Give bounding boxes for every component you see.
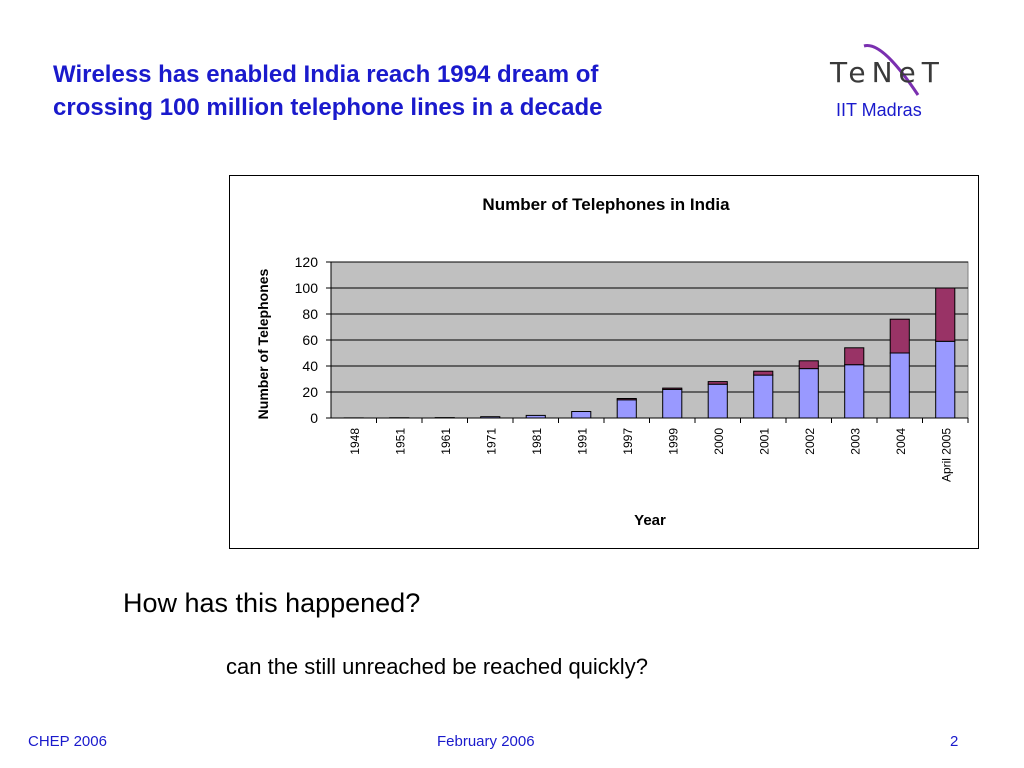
question-text: How has this happened? [123,588,421,618]
bar-lower-1991 [571,411,592,419]
logo-subtitle: IIT Madras [836,100,922,120]
bar-upper-2000 [707,381,728,385]
y-tick-label-40: 40 [302,358,318,374]
bar-lower-1997 [616,399,637,419]
bar-lower-1999 [662,388,683,419]
x-tick-label-1999: 1999 [666,428,680,455]
y-tick-label-60: 60 [302,332,318,348]
y-tick-label-0: 0 [310,410,318,426]
chart-title: Number of Telephones in India [482,195,730,214]
x-tick-label-1997: 1997 [621,428,635,455]
bar-lower-2004 [889,352,910,419]
bar-upper-2003 [844,347,865,366]
y-tick-label-80: 80 [302,306,318,322]
x-tick-label-1951: 1951 [393,428,407,455]
footer-event: CHEP 2006 [28,733,107,750]
bar-lower-2000 [707,383,728,419]
x-tick-label-2002: 2002 [803,428,817,455]
slide-title-line-2: crossing 100 million telephone lines in … [53,94,603,121]
bar-upper-2002 [798,360,819,370]
y-tick-label-20: 20 [302,384,318,400]
bar-upper-april-2005 [935,287,956,342]
chart-frame: Number of Telephones in India Number of … [229,175,979,549]
slide-title-line-1: Wireless has enabled India reach 1994 dr… [53,61,599,88]
x-tick-label-1948: 1948 [348,428,362,455]
slide-title: Wireless has enabled India reach 1994 dr… [53,58,753,124]
bar-lower-1971 [480,416,501,419]
x-tick-label-2001: 2001 [757,428,771,455]
y-tick-label-120: 120 [295,254,319,270]
x-tick-label-1991: 1991 [575,428,589,455]
bar-upper-2004 [889,318,910,354]
telephones-bar-chart: Number of Telephones in India Number of … [255,195,969,529]
bar-lower-2002 [798,368,819,419]
x-tick-label-2000: 2000 [712,428,726,455]
x-tick-label-1981: 1981 [530,428,544,455]
x-tick-label-2004: 2004 [894,428,908,455]
logo-swoosh-icon [863,44,920,96]
x-tick-label-april-2005: April 2005 [939,428,953,482]
bar-upper-2001 [753,370,774,376]
logo-wordmark: TeNeT [830,56,945,89]
bar-upper-1999 [662,387,683,390]
plot-area: 0 20 40 60 80 100 120 1948 1951 1961 1971 1981 1991 1… [295,254,969,482]
footer-date: February 2006 [437,733,535,750]
footer-page-number: 2 [950,733,959,750]
x-axis-label: Year [634,512,666,529]
tenet-logo: TeNeT IIT Madras [818,40,958,125]
x-tick-label-1961: 1961 [439,428,453,455]
bar-lower-2003 [844,364,865,419]
bar-lower-1981 [525,414,546,419]
x-tick-label-2003: 2003 [848,428,862,455]
bar-upper-1997 [616,398,637,401]
bar-lower-2001 [753,374,774,419]
y-tick-label-100: 100 [295,280,319,296]
x-tick-label-1971: 1971 [484,428,498,455]
y-axis-label: Number of Telephones [255,268,271,419]
bar-lower-april-2005 [935,340,956,419]
subquestion-text: can the still unreached be reached quick… [226,654,648,679]
